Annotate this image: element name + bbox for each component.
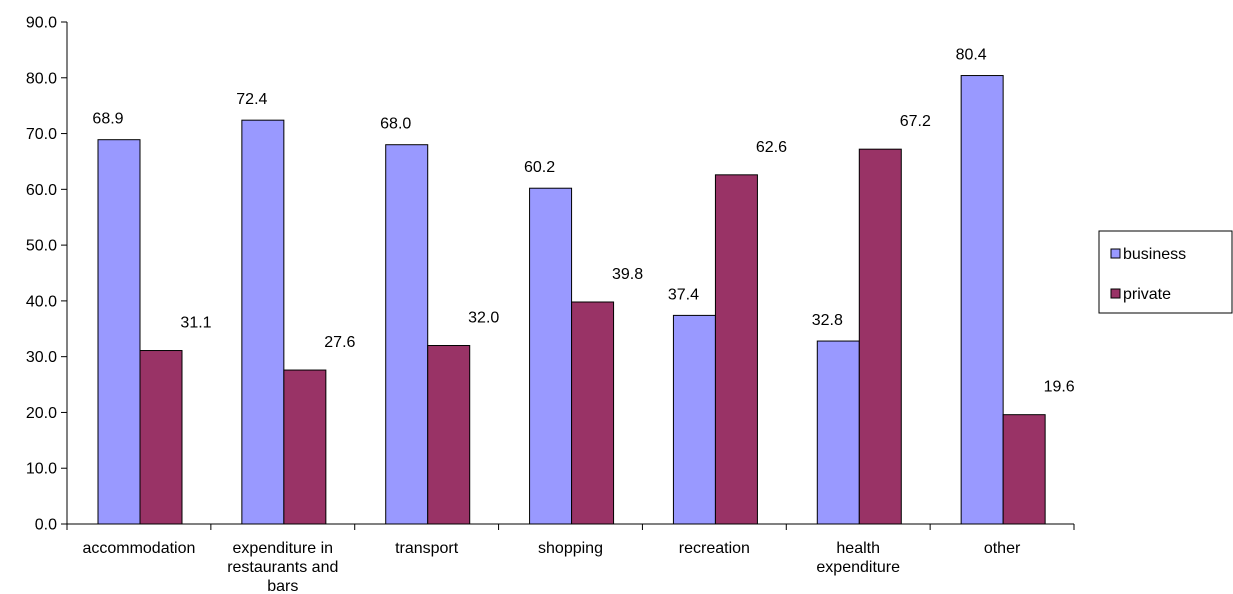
bar-private — [1002, 414, 1046, 525]
y-tick-label: 10.0 — [26, 461, 57, 478]
data-label-private: 32.0 — [468, 310, 499, 327]
bar-business — [241, 119, 285, 525]
chart-axes: 0.0 10.0 20.0 30.0 40.0 50.0 60.0 70.0 80.0 90.0 — [26, 15, 1075, 534]
bar-business — [385, 144, 429, 525]
bar-private — [283, 369, 327, 525]
bar-business — [960, 75, 1004, 525]
y-tick-label: 60.0 — [26, 182, 57, 199]
bar-private — [858, 148, 902, 525]
y-tick-label: 20.0 — [26, 405, 57, 422]
category-label: accommodation — [82, 540, 195, 557]
category-label: other — [984, 540, 1021, 557]
y-tick-label: 30.0 — [26, 349, 57, 366]
data-label-business: 68.0 — [380, 116, 411, 133]
data-label-private: 27.6 — [324, 334, 355, 351]
category-label: expenditure in — [233, 540, 334, 557]
bar-private — [714, 174, 758, 525]
legend-label-business: business — [1123, 246, 1186, 263]
chart-legend: business private — [1098, 230, 1233, 314]
bar-business — [816, 340, 860, 525]
category-label: restaurants and — [227, 559, 338, 576]
bar-business — [529, 187, 573, 525]
y-tick-label: 40.0 — [26, 293, 57, 310]
y-tick-label: 90.0 — [26, 15, 57, 32]
y-tick-label: 50.0 — [26, 238, 57, 255]
y-tick-label: 70.0 — [26, 126, 57, 143]
data-label-private: 19.6 — [1044, 379, 1075, 396]
y-tick-label: 80.0 — [26, 70, 57, 87]
chart-bars — [97, 75, 1046, 525]
category-label: expenditure — [816, 559, 900, 576]
data-label-business: 32.8 — [812, 312, 843, 329]
chart-category-labels: accommodation expenditure in restaurants a… — [82, 540, 1021, 594]
data-label-business: 68.9 — [92, 111, 123, 128]
bar-business — [97, 139, 141, 525]
data-label-business: 72.4 — [236, 91, 267, 108]
legend-label-private: private — [1123, 286, 1171, 303]
category-label: shopping — [538, 540, 603, 557]
category-label: transport — [395, 540, 459, 557]
data-label-business: 80.4 — [956, 47, 987, 64]
legend-swatch-private — [1110, 288, 1121, 299]
data-label-private: 62.6 — [756, 139, 787, 156]
data-label-business: 37.4 — [668, 286, 699, 303]
category-label: health — [836, 540, 880, 557]
data-label-business: 60.2 — [524, 159, 555, 176]
data-label-private: 31.1 — [180, 315, 211, 332]
bar-private — [427, 345, 471, 525]
bar-private — [571, 301, 615, 525]
bar-private — [139, 350, 183, 525]
legend-box — [1098, 230, 1233, 314]
y-tick-label: 0.0 — [35, 517, 57, 534]
chart-data-labels: 68.9 72.4 68.0 60.2 37.4 32.8 80.4 31.1 27.6 32.0… — [92, 47, 1074, 396]
legend-swatch-business — [1110, 248, 1121, 259]
data-label-private: 67.2 — [900, 113, 931, 130]
data-label-private: 39.8 — [612, 266, 643, 283]
category-label: bars — [267, 578, 298, 594]
bar-business — [672, 314, 716, 525]
category-label: recreation — [679, 540, 750, 557]
